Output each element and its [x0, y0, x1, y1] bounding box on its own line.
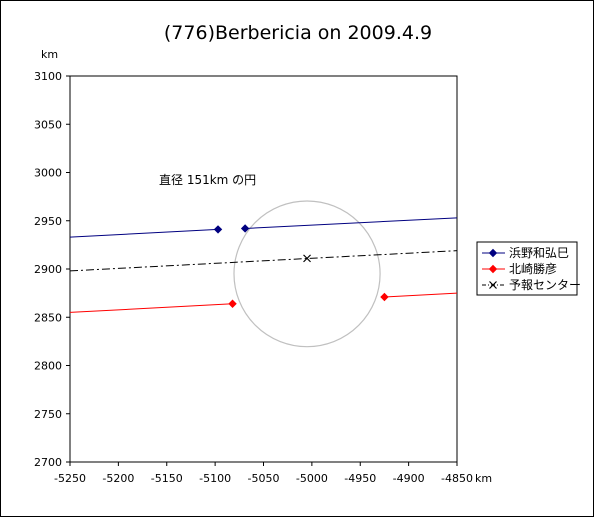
y-tick-label: 3000 [34, 167, 62, 180]
x-tick-label: -4850 [441, 472, 473, 485]
series-marker [240, 224, 250, 233]
x-axis-unit: km [475, 472, 492, 485]
series-marker [380, 292, 389, 302]
x-tick-label: -5050 [248, 472, 280, 485]
series-marker [228, 299, 237, 308]
legend-swatch-marker [489, 281, 497, 289]
y-tick-label: 2800 [34, 360, 62, 373]
legend-label: 予報センター [509, 278, 581, 292]
legend-label: 北崎勝彦 [509, 261, 557, 276]
circle-annotation: 直径 151km の円 [159, 173, 256, 187]
series-line-segment [69, 228, 219, 238]
legend-swatch-marker [488, 264, 498, 274]
x-axis-ticks: -5250 -5200 -5150 -5100 -5050 -5000 -4950 -4900… [54, 462, 473, 485]
x-tick-label: -5200 [102, 472, 134, 485]
series-layer [69, 217, 458, 313]
x-tick-label: -5150 [151, 472, 183, 485]
legend-label: 浜野和弘巳 [509, 246, 569, 260]
series-1 [69, 217, 458, 238]
y-axis-unit: km [41, 48, 58, 61]
x-tick-label: -5250 [54, 472, 86, 485]
circle-layer [233, 200, 381, 348]
series-marker [303, 254, 311, 263]
legend-swatch-marker [488, 248, 498, 258]
series-line-segment [69, 303, 233, 313]
series-line-segment [384, 292, 458, 298]
plot-area [69, 75, 458, 463]
x-tick-label: -5000 [296, 472, 328, 485]
y-tick-label: 2850 [34, 311, 62, 324]
y-tick-label: 2750 [34, 408, 62, 421]
series-marker [213, 225, 223, 234]
y-tick-label: 2950 [34, 215, 62, 228]
y-axis-ticks: 2700 2750 2800 2850 2900 2950 3000 3050 3100 [34, 70, 70, 469]
y-tick-label: 3050 [34, 118, 62, 131]
series-line-segment [245, 217, 458, 229]
series-2 [69, 292, 458, 313]
y-tick-label: 2700 [34, 456, 62, 469]
y-tick-label: 3100 [34, 70, 62, 83]
x-tick-label: -5100 [199, 472, 231, 485]
series-3 [69, 250, 458, 272]
chart-title: (776)Berbericia on 2009.4.9 [164, 22, 432, 44]
diameter-circle [233, 200, 381, 348]
series-line-segment [69, 250, 458, 272]
x-tick-label: -4900 [393, 472, 425, 485]
x-tick-label: -4950 [344, 472, 376, 485]
y-tick-label: 2900 [34, 263, 62, 276]
